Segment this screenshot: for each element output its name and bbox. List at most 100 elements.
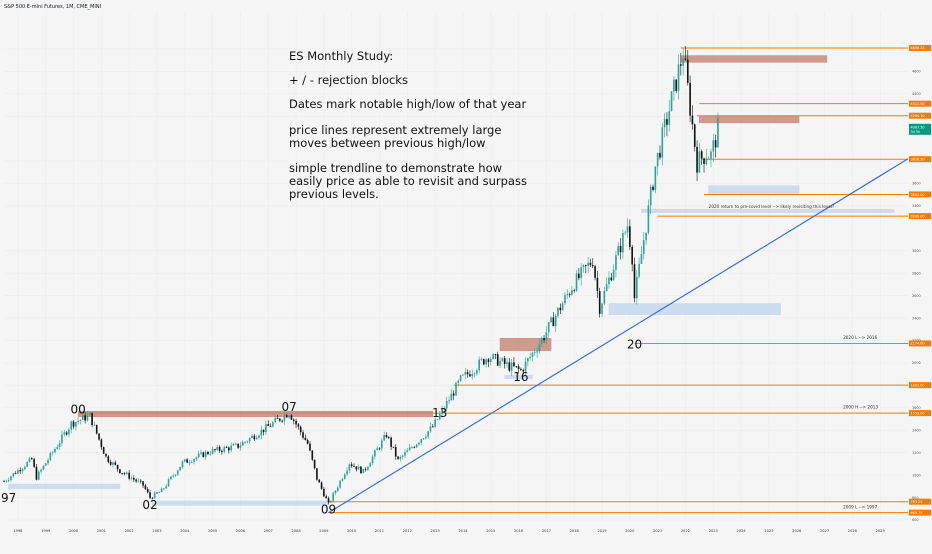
- candle-down: [109, 461, 112, 465]
- time-axis-tick: 2012: [403, 529, 412, 533]
- candle-up: [188, 462, 191, 464]
- candle-up: [211, 449, 214, 454]
- candle-down: [95, 424, 98, 434]
- year-mark: 20: [627, 337, 642, 351]
- current-price-tag[interactable]: [909, 123, 931, 135]
- candle-down: [696, 146, 698, 173]
- candle-down: [394, 447, 397, 457]
- candle-up: [343, 474, 346, 479]
- candle-down: [297, 424, 300, 427]
- time-axis-tick: 2021: [653, 529, 662, 533]
- time-axis-tick: 2024: [737, 529, 747, 533]
- candle-up: [561, 303, 564, 311]
- candle-up: [587, 262, 589, 266]
- candle-up: [445, 401, 448, 409]
- candle-up: [457, 380, 460, 383]
- note-rejection-blocks: + / - rejection blocks: [289, 73, 408, 87]
- candle-down: [98, 433, 100, 440]
- candle-up: [670, 91, 673, 112]
- time-axis-tick: 1999: [41, 529, 51, 533]
- candle-down: [385, 434, 388, 438]
- year-mark: 09: [321, 502, 336, 516]
- candle-up: [70, 421, 73, 430]
- candle-up: [538, 344, 541, 352]
- note-trendline-2: easily price as able to revisit and surp…: [289, 174, 527, 188]
- candle-up: [130, 477, 133, 479]
- candle-down: [559, 307, 562, 311]
- candle-down: [35, 466, 38, 480]
- candle-up: [464, 372, 467, 375]
- candle-up: [478, 359, 480, 371]
- candle-up: [529, 356, 531, 359]
- candle-down: [589, 262, 592, 266]
- candle-up: [374, 450, 376, 457]
- candle-up: [234, 443, 237, 445]
- candle-up: [26, 462, 28, 467]
- candle-down: [253, 435, 256, 440]
- time-axis-tick: 2010: [347, 529, 357, 533]
- candle-up: [617, 245, 620, 256]
- rejection-minus-block: [699, 115, 800, 124]
- candle-down: [186, 459, 188, 463]
- candle-up: [334, 490, 337, 494]
- candle-down: [202, 452, 205, 458]
- candle-up: [455, 382, 457, 396]
- candle-up: [418, 442, 420, 445]
- candle-up: [438, 413, 441, 420]
- candle-down: [149, 492, 151, 498]
- candle-up: [51, 452, 54, 454]
- year-mark: 02: [142, 498, 157, 512]
- candle-up: [450, 393, 453, 401]
- candle-up: [601, 303, 603, 314]
- candle-up: [436, 419, 439, 420]
- price-axis[interactable]: 4800460044004200380036003400300028002600…: [908, 0, 932, 550]
- candle-down: [689, 82, 691, 116]
- candle-up: [408, 447, 411, 451]
- candle-up: [28, 458, 31, 463]
- candle-up: [272, 422, 274, 427]
- price-axis-tick: 600: [912, 518, 918, 522]
- candle-up: [200, 452, 202, 454]
- candle-down: [508, 362, 511, 371]
- candle-up: [642, 240, 645, 254]
- candle-up: [571, 290, 573, 295]
- candle-up: [524, 361, 527, 372]
- candle-up: [174, 474, 177, 476]
- time-axis-tick: 2001: [97, 529, 106, 533]
- candle-up: [56, 446, 59, 449]
- candle-down: [65, 432, 68, 435]
- candle-down: [33, 459, 35, 467]
- candle-down: [31, 458, 33, 460]
- price-level-tag-label: 763.25: [911, 500, 923, 504]
- candle-down: [320, 482, 323, 489]
- candle-up: [533, 352, 536, 354]
- candle-up: [406, 450, 409, 453]
- candle-up: [369, 463, 372, 467]
- year-mark: 00: [71, 402, 86, 416]
- candle-up: [346, 470, 348, 475]
- candle-up: [49, 452, 52, 460]
- candle-up: [177, 470, 179, 475]
- candle-up: [183, 459, 186, 462]
- time-axis-tick: 2014: [458, 529, 468, 533]
- rejection-minus-block: [77, 410, 434, 418]
- trendline-group[interactable]: [328, 158, 909, 514]
- price-axis-tick: 1000: [912, 473, 921, 477]
- time-axis-tick: 2007: [264, 529, 273, 533]
- candle-up: [661, 127, 664, 158]
- candle-up: [580, 267, 582, 279]
- candle-down: [543, 337, 545, 341]
- price-level-tag-label: 3309.00: [911, 214, 925, 218]
- time-axis[interactable]: 1998 1999 2000 2001 2002 2003 2004 2005 2006 2007…: [13, 529, 885, 533]
- candle-down: [629, 226, 631, 247]
- candle-up: [462, 374, 464, 376]
- candle-down: [318, 479, 321, 483]
- candle-down: [292, 419, 295, 421]
- candle-down: [364, 468, 367, 470]
- candle-up: [656, 152, 659, 167]
- candle-up: [158, 492, 161, 493]
- trendline[interactable]: [328, 158, 909, 514]
